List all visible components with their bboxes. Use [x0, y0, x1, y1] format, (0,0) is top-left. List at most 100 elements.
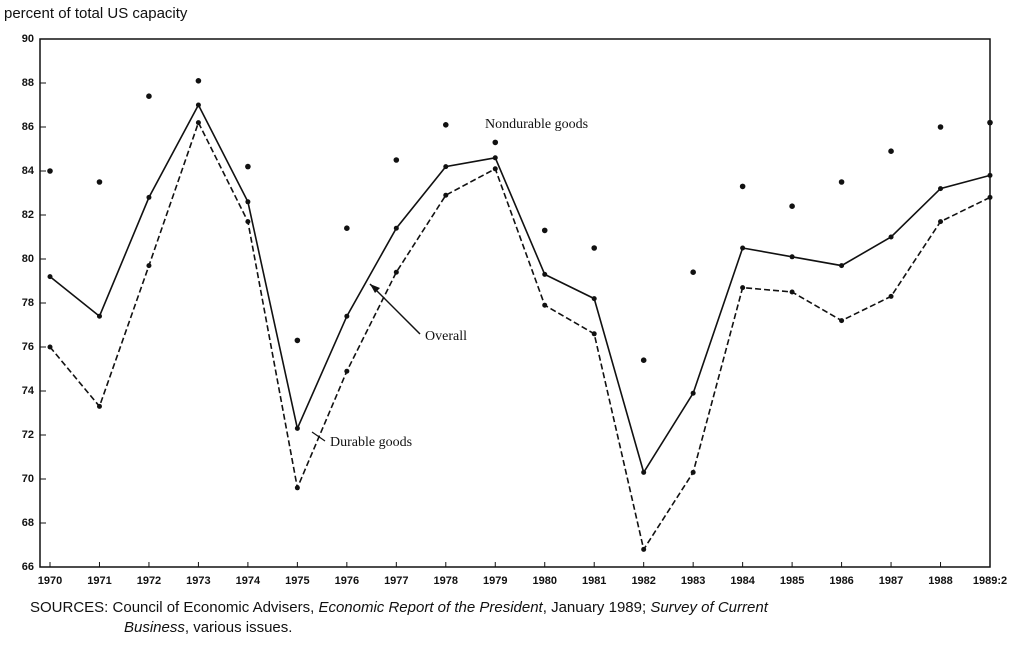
data-point: [838, 179, 845, 185]
data-point: [393, 269, 399, 275]
data-point: [937, 124, 944, 130]
y-tick-label: 78: [22, 297, 34, 309]
x-tick-label: 1981: [582, 575, 606, 587]
data-point: [591, 245, 598, 251]
data-point: [492, 166, 498, 172]
data-point: [442, 122, 449, 128]
data-point: [938, 219, 944, 225]
data-point: [96, 403, 102, 409]
data-point: [938, 186, 944, 192]
annotation: Nondurable goods: [485, 117, 588, 132]
annotation: Overall: [425, 329, 467, 344]
x-tick-label: 1988: [928, 575, 952, 587]
data-point: [542, 271, 548, 277]
data-point: [690, 390, 696, 396]
annotation-arrow: [369, 283, 421, 335]
y-tick-label: 74: [22, 385, 35, 397]
y-tick-label: 70: [22, 473, 34, 485]
data-point: [591, 331, 597, 337]
data-point: [641, 469, 647, 475]
data-point: [740, 245, 746, 251]
source-text: , January 1989;: [543, 599, 651, 616]
data-point: [888, 293, 894, 299]
data-point: [47, 344, 53, 350]
source-text: , various issues.: [185, 619, 293, 636]
data-point: [195, 120, 201, 126]
series-line: [49, 120, 991, 552]
x-tick-label: 1977: [384, 575, 408, 587]
annotation: Durable goods: [330, 435, 412, 450]
y-tick-label: 72: [22, 429, 34, 441]
y-tick-label: 88: [22, 77, 34, 89]
data-point: [641, 546, 647, 552]
data-point: [789, 254, 795, 260]
y-axis-label: percent of total US capacity: [4, 5, 188, 22]
data-point: [690, 469, 696, 475]
x-tick-label: 1986: [829, 575, 853, 587]
x-tick-label: 1975: [285, 575, 309, 587]
source-text: Economic Report of the President: [318, 599, 543, 616]
y-tick-label: 90: [22, 33, 34, 45]
data-point: [47, 274, 53, 280]
data-point: [987, 172, 993, 178]
data-point: [740, 285, 746, 291]
data-point: [690, 269, 696, 276]
x-tick-label: 1973: [186, 575, 210, 587]
data-point: [245, 199, 251, 205]
source-text: Survey of Current: [650, 599, 768, 616]
data-point: [96, 313, 102, 319]
data-point: [393, 225, 399, 231]
x-tick-label: 1970: [38, 575, 62, 587]
data-point: [195, 102, 201, 108]
data-point: [344, 313, 350, 319]
data-point: [888, 234, 894, 240]
x-tick-label: 1976: [335, 575, 359, 587]
y-tick-label: 76: [22, 341, 34, 353]
source-text: Business: [124, 619, 185, 636]
source-note: Business, various issues.: [124, 619, 292, 636]
data-point: [245, 163, 251, 170]
data-point: [789, 203, 795, 209]
data-point: [146, 93, 152, 99]
data-point: [839, 263, 845, 269]
data-point: [393, 157, 400, 163]
data-point: [47, 168, 53, 174]
data-point: [541, 227, 548, 234]
data-point: [294, 337, 301, 344]
x-tick-label: 1985: [780, 575, 804, 587]
data-point: [344, 368, 350, 374]
y-tick-label: 84: [22, 165, 35, 177]
y-tick-label: 68: [22, 517, 34, 529]
data-point: [294, 485, 300, 491]
data-point: [640, 357, 647, 364]
y-tick-label: 86: [22, 121, 34, 133]
data-point: [542, 302, 548, 308]
source-text: SOURCES: Council of Economic Advisers,: [30, 599, 318, 616]
data-point: [739, 183, 746, 190]
data-point: [344, 225, 350, 231]
x-tick-label: 1972: [137, 575, 161, 587]
x-tick-label: 1974: [236, 575, 261, 587]
data-point: [146, 194, 152, 200]
x-tick-label: 1989:2: [973, 575, 1007, 587]
data-point: [443, 192, 449, 198]
y-tick-label: 80: [22, 253, 34, 265]
data-point: [839, 318, 845, 324]
arrow-head: [370, 284, 380, 293]
data-point: [294, 425, 300, 431]
data-point: [146, 263, 152, 269]
data-point: [888, 148, 894, 154]
data-point: [591, 296, 597, 302]
data-point: [245, 219, 251, 225]
y-tick-label: 66: [22, 561, 34, 573]
data-point: [443, 164, 449, 170]
data-point: [492, 139, 499, 146]
x-tick-label: 1979: [483, 575, 507, 587]
y-tick-label: 82: [22, 209, 34, 221]
data-point: [987, 119, 993, 126]
x-tick-label: 1971: [87, 575, 111, 587]
x-tick-label: 1982: [631, 575, 655, 587]
data-point: [195, 78, 202, 84]
x-tick-label: 1980: [532, 575, 556, 587]
